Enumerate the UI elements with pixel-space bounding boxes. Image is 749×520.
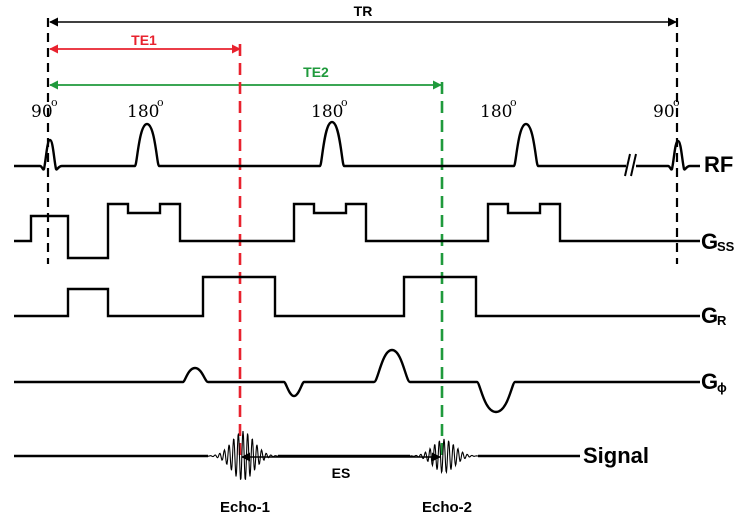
rf-baseline-main [14, 120, 626, 171]
rf-break-mark-1 [624, 153, 631, 177]
signal-row [14, 430, 580, 480]
gss-waveform [14, 202, 700, 260]
svg-text:G: G [701, 369, 718, 394]
signal-label: Signal [583, 443, 649, 468]
te2-label: TE2 [303, 64, 329, 80]
echo-2-label: Echo-2 [422, 499, 472, 516]
svg-text:90: 90 [653, 102, 675, 122]
svg-text:R: R [717, 313, 727, 328]
echo-1-waveform [208, 430, 278, 480]
svg-text:ϕ: ϕ [717, 380, 727, 395]
pulse-label-180-second: 180 o [311, 96, 348, 122]
svg-text:180: 180 [480, 102, 512, 122]
svg-text:o: o [673, 96, 680, 109]
svg-text:SS: SS [717, 239, 735, 254]
te1-label: TE1 [131, 32, 157, 48]
svg-text:180: 180 [311, 102, 343, 122]
rf-label: RF [704, 152, 733, 177]
svg-text:o: o [510, 96, 517, 109]
rf-row [14, 120, 700, 177]
gphi-waveform [14, 348, 700, 414]
pulse-label-90-first: 90 o [31, 96, 58, 122]
svg-text:o: o [341, 96, 348, 109]
rf-baseline-tail [636, 139, 700, 171]
gr-waveform [14, 275, 700, 318]
pulse-label-180-third: 180 o [480, 96, 517, 122]
svg-text:90: 90 [31, 102, 53, 122]
es-label: ES [332, 465, 351, 481]
svg-text:G: G [701, 303, 718, 328]
pulse-label-90-second: 90 o [653, 96, 680, 122]
svg-text:180: 180 [127, 102, 159, 122]
tr-label: TR [354, 3, 373, 19]
svg-text:o: o [157, 96, 164, 109]
gss-label: G SS [701, 229, 735, 254]
svg-text:G: G [701, 229, 718, 254]
svg-text:o: o [51, 96, 58, 109]
echo-1-label: Echo-1 [220, 499, 270, 516]
rf-break-mark-2 [630, 153, 637, 177]
pulse-label-180-first: 180 o [127, 96, 164, 122]
echo-2-waveform [410, 438, 478, 475]
gr-label: G R [701, 303, 727, 328]
gphi-label: G ϕ [701, 369, 727, 395]
